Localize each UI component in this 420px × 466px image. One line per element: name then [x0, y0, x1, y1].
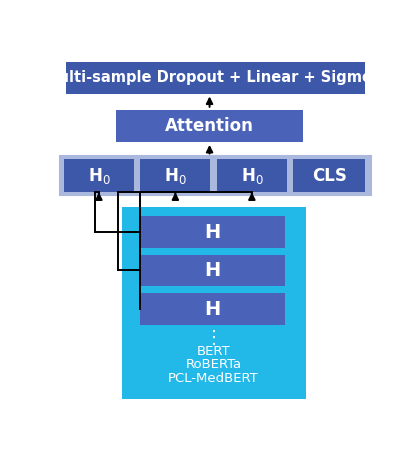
FancyBboxPatch shape [294, 159, 365, 192]
Text: BERT: BERT [197, 345, 231, 358]
Text: H: H [205, 223, 221, 241]
Text: Attention: Attention [165, 117, 254, 135]
FancyBboxPatch shape [60, 157, 370, 195]
Text: H$_0$: H$_0$ [164, 166, 187, 186]
FancyBboxPatch shape [140, 255, 285, 286]
FancyBboxPatch shape [123, 206, 307, 398]
FancyBboxPatch shape [217, 159, 287, 192]
Text: ⋮: ⋮ [205, 329, 223, 347]
Text: H: H [205, 300, 221, 319]
Text: H$_0$: H$_0$ [87, 166, 110, 186]
FancyBboxPatch shape [140, 294, 285, 325]
Text: H$_0$: H$_0$ [241, 166, 263, 186]
Text: CLS: CLS [312, 167, 346, 185]
Text: PCL-MedBERT: PCL-MedBERT [168, 372, 259, 385]
Text: RoBERTa: RoBERTa [186, 358, 242, 371]
FancyBboxPatch shape [116, 110, 303, 142]
Text: H: H [205, 261, 221, 280]
FancyBboxPatch shape [140, 216, 285, 248]
FancyBboxPatch shape [66, 62, 365, 94]
FancyBboxPatch shape [64, 159, 134, 192]
Text: Multi-sample Dropout + Linear + Sigmoid: Multi-sample Dropout + Linear + Sigmoid [44, 70, 387, 85]
FancyBboxPatch shape [140, 159, 210, 192]
